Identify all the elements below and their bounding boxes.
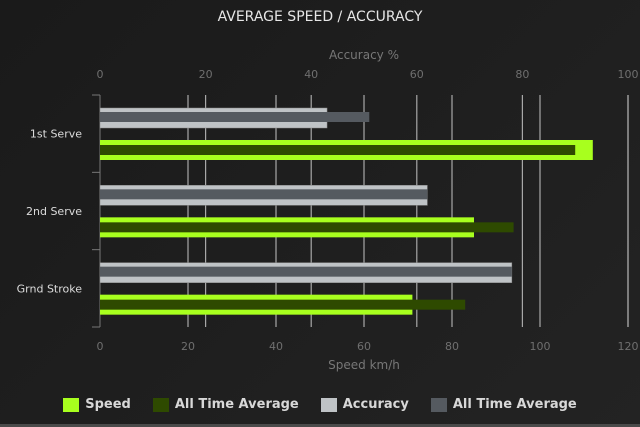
accuracy-average-bar [100,112,370,122]
accuracy-average-bar [100,266,512,277]
legend-item-accuracy-average[interactable]: All Time Average [430,397,577,412]
speed-average-bar [100,299,466,310]
bottom-tick-label: 0 [97,340,104,353]
category-label: Grnd Stroke [17,282,83,295]
legend-item-speed[interactable]: Speed [63,397,131,412]
bottom-tick-label: 40 [269,340,283,353]
chart-title: AVERAGE SPEED / ACCURACY [218,9,423,25]
top-tick-label: 40 [304,68,318,81]
legend-label: Speed [85,397,131,412]
legend-label: Accuracy [342,397,409,412]
bottom-tick-label: 60 [357,340,371,353]
legend-swatch [430,397,447,412]
top-axis-label: Accuracy % [329,48,399,62]
chart-svg: AVERAGE SPEED / ACCURACY Accuracy % Spee… [17,9,639,372]
legend-swatch [320,397,337,412]
bottom-tick-label: 100 [530,340,551,353]
legend-swatch [63,397,80,412]
top-tick-label: 100 [618,68,639,81]
accuracy-average-bar [100,189,428,200]
bottom-border [0,424,640,427]
category-label: 2nd Serve [26,205,82,218]
bottom-tick-label: 120 [618,340,639,353]
category-label: 1st Serve [30,128,82,141]
bottom-tick-label: 20 [181,340,195,353]
legend-swatch [152,397,169,412]
legend-label: All Time Average [452,397,577,412]
top-tick-label: 60 [410,68,424,81]
top-tick-label: 0 [97,68,104,81]
legend-item-speed-average[interactable]: All Time Average [152,397,299,412]
top-tick-label: 20 [199,68,213,81]
legend-item-accuracy[interactable]: Accuracy [320,397,409,412]
bottom-tick-label: 80 [445,340,459,353]
legend: Speed All Time Average Accuracy All Time… [0,397,640,412]
top-tick-label: 80 [515,68,529,81]
legend-label: All Time Average [174,397,299,412]
speed-average-bar [100,145,576,155]
bottom-axis-label: Speed km/h [328,358,400,372]
speed-average-bar [100,222,514,233]
